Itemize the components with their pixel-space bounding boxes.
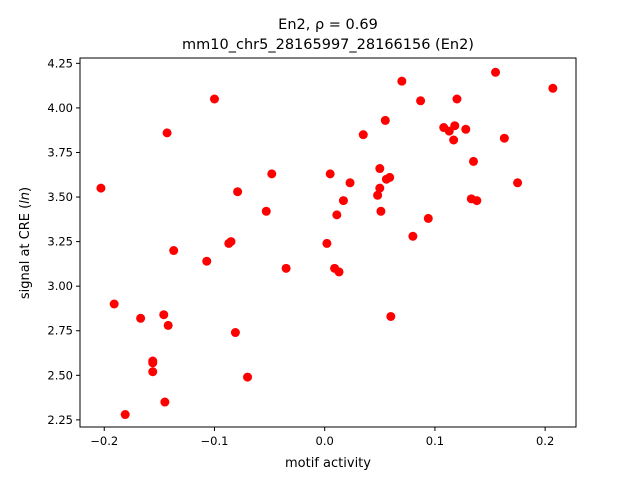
data-point-54 <box>548 83 558 93</box>
x-axis-ticks: −0.2 −0.1 0.0 0.1 0.2 <box>90 427 554 448</box>
x-axis-label: motif activity <box>285 456 371 471</box>
data-point-31 <box>375 183 385 193</box>
data-point-53 <box>513 178 523 188</box>
data-point-34 <box>380 115 390 125</box>
data-point-39 <box>408 231 418 241</box>
data-point-50 <box>472 196 482 206</box>
data-point-51 <box>491 67 501 77</box>
x-tick-label-0: −0.2 <box>90 434 118 448</box>
x-tick-label-1: −0.1 <box>201 434 229 448</box>
data-point-32 <box>375 164 385 174</box>
data-point-13 <box>209 94 219 104</box>
y-tick-label-7: 4.00 <box>47 101 73 115</box>
data-point-36 <box>385 172 395 182</box>
data-point-18 <box>243 372 253 382</box>
data-point-19 <box>261 206 271 216</box>
data-point-38 <box>397 76 407 86</box>
data-point-25 <box>332 210 342 220</box>
data-point-37 <box>386 311 396 321</box>
data-point-12 <box>202 256 212 266</box>
y-tick-label-5: 3.50 <box>47 190 73 204</box>
data-point-40 <box>416 96 426 106</box>
data-point-46 <box>452 94 462 104</box>
data-point-41 <box>423 213 433 223</box>
data-point-2 <box>120 410 130 420</box>
y-tick-label-4: 3.25 <box>47 235 73 249</box>
y-axis-ticks: 2.25 2.50 2.75 3.00 3.25 3.50 3.75 4.00 4.25 <box>47 56 80 427</box>
data-point-0 <box>96 183 106 193</box>
y-tick-label-1: 2.50 <box>47 368 73 382</box>
data-point-28 <box>345 178 355 188</box>
data-point-1 <box>109 299 119 309</box>
data-point-16 <box>230 328 240 338</box>
data-point-20 <box>267 169 277 179</box>
y-tick-label-2: 2.75 <box>47 324 73 338</box>
y-axis-label: signal at CRE (ln) <box>18 187 33 299</box>
y-tick-label-0: 2.25 <box>47 413 73 427</box>
data-point-43 <box>444 126 454 136</box>
data-point-45 <box>450 121 460 131</box>
data-point-52 <box>499 133 509 143</box>
data-point-47 <box>461 124 471 134</box>
data-point-26 <box>334 267 344 277</box>
x-tick-label-3: 0.1 <box>426 434 444 448</box>
data-point-33 <box>376 206 386 216</box>
chart-title: En2, ρ = 0.69 mm10_chr5_28165997_2816615… <box>182 17 474 53</box>
data-point-21 <box>281 263 291 273</box>
data-point-11 <box>169 246 179 256</box>
y-tick-label-8: 4.25 <box>47 56 73 70</box>
chart-title-line-2: mm10_chr5_28165997_28166156 (En2) <box>182 37 474 53</box>
plot-area-frame <box>79 57 577 428</box>
chart-title-line-1: En2, ρ = 0.69 <box>278 17 378 33</box>
data-point-22 <box>322 238 332 248</box>
data-point-44 <box>449 135 459 145</box>
data-point-5 <box>148 358 158 368</box>
data-point-29 <box>358 130 368 140</box>
data-point-30 <box>373 190 383 200</box>
data-point-3 <box>136 313 146 323</box>
data-point-27 <box>338 196 348 206</box>
data-point-8 <box>160 397 170 407</box>
data-point-15 <box>226 237 236 247</box>
data-point-10 <box>163 320 173 330</box>
x-tick-label-4: 0.2 <box>536 434 554 448</box>
y-tick-label-3: 3.00 <box>47 279 73 293</box>
data-point-17 <box>233 187 243 197</box>
data-point-49 <box>468 156 478 166</box>
data-point-23 <box>325 169 335 179</box>
data-point-9 <box>162 128 172 138</box>
data-point-7 <box>159 310 169 320</box>
data-points <box>96 67 558 420</box>
data-point-6 <box>148 367 158 377</box>
y-tick-label-6: 3.75 <box>47 145 73 159</box>
x-tick-label-2: 0.0 <box>316 434 334 448</box>
